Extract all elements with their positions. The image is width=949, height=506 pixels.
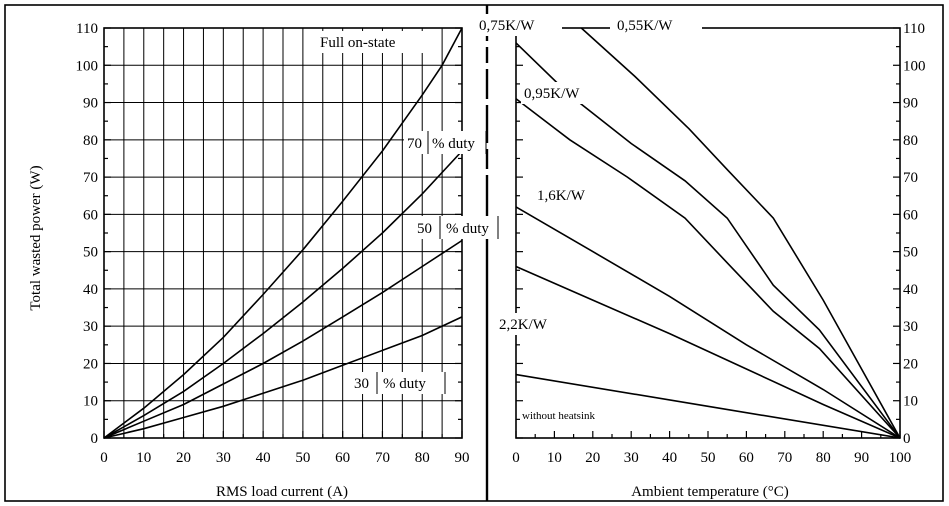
left-series-line-2: [103, 150, 463, 439]
right-y-tick-label: 40: [903, 282, 918, 298]
left-y-axis-title: Total wasted power (W): [28, 165, 44, 310]
right-y-tick-label: 90: [903, 96, 918, 112]
left-x-tick-label: 70: [375, 450, 390, 466]
right-x-tick-label: 50: [701, 450, 716, 466]
right-y-tick-label: 10: [903, 394, 918, 410]
right-y-tick-label: 20: [903, 356, 918, 372]
right-x-tick-label: 10: [547, 450, 562, 466]
k075-label-bg: [476, 14, 562, 36]
left-x-tick-label: 40: [256, 450, 271, 466]
left-y-tick-label: 50: [83, 245, 98, 261]
left-x-axis-title: RMS load current (A): [216, 484, 348, 500]
full-on-state-label: Full on-state: [320, 35, 396, 51]
left-y-tick-label: 60: [83, 207, 98, 223]
right-x-tick-label: 60: [739, 450, 754, 466]
left-x-tick-label: 60: [335, 450, 350, 466]
right-y-tick-label: 30: [903, 319, 918, 335]
left-y-tick-label: 20: [83, 356, 98, 372]
right-y-tick-label: 50: [903, 245, 918, 261]
right-y-tick-label: 100: [903, 58, 926, 74]
right-x-tick-label: 30: [624, 450, 639, 466]
duty-30-number: 30: [354, 376, 369, 392]
right-x-tick-label: 40: [662, 450, 677, 466]
right-y-tick-label: 70: [903, 170, 918, 186]
right-series-line-6: [515, 373, 901, 439]
left-y-tick-label: 110: [76, 21, 98, 37]
duty-70-text: % duty: [432, 136, 475, 152]
left-y-tick-label: 70: [83, 170, 98, 186]
right-y-tick-label: 80: [903, 133, 918, 149]
right-y-tick-label: 0: [903, 431, 911, 447]
left-y-tick-label: 40: [83, 282, 98, 298]
chart-series: [103, 27, 901, 439]
right-x-axis-title: Ambient temperature (°C): [631, 484, 789, 500]
right-series-line-5: [515, 265, 901, 439]
outer-frame: [4, 4, 944, 502]
right-y-tick-label: 110: [903, 21, 925, 37]
left-y-tick-label: 0: [91, 431, 99, 447]
duty-30-label-bg: [350, 372, 445, 394]
left-x-tick-label: 90: [455, 450, 470, 466]
right-series-line-1: [580, 27, 901, 439]
right-series-line-4: [515, 206, 901, 439]
right-y-tick-label: 60: [903, 207, 918, 223]
duty-50-label-bg: [414, 216, 498, 239]
duty-70-label-bg: [404, 131, 486, 154]
k22-label: 2,2K/W: [499, 317, 548, 333]
without-heatsink-label: without heatsink: [522, 410, 596, 422]
right-series-line-3: [515, 98, 901, 439]
right-x-tick-label: 80: [816, 450, 831, 466]
duty-70-number: 70: [407, 136, 422, 152]
left-series-line-4: [103, 316, 463, 439]
right-x-tick-label: 0: [512, 450, 520, 466]
k055-label-bg: [610, 14, 702, 36]
left-x-tick-label: 0: [100, 450, 108, 466]
k16-label: 1,6K/W: [537, 188, 586, 204]
left-x-tick-label: 80: [415, 450, 430, 466]
left-chart-gridlines: [104, 28, 462, 438]
left-series-line-1: [103, 27, 463, 439]
chart-frames: [4, 4, 944, 502]
right-x-tick-label: 100: [889, 450, 912, 466]
left-y-tick-label: 80: [83, 133, 98, 149]
left-x-tick-label: 50: [295, 450, 310, 466]
left-series-line-3: [103, 239, 463, 439]
right-x-tick-label: 90: [854, 450, 869, 466]
k055-label: 0,55K/W: [617, 18, 673, 34]
left-y-tick-label: 30: [83, 319, 98, 335]
k075-label: 0,75K/W: [479, 18, 535, 34]
left-y-tick-label: 10: [83, 394, 98, 410]
left-x-tick-label: 30: [216, 450, 231, 466]
right-x-tick-label: 20: [585, 450, 600, 466]
full-on-state-label-bg: [316, 31, 428, 53]
k095-label: 0,95K/W: [524, 86, 580, 102]
k16-label-bg: [534, 184, 604, 206]
duty-30-text: % duty: [383, 376, 426, 392]
left-x-tick-label: 10: [136, 450, 151, 466]
left-y-tick-label: 90: [83, 96, 98, 112]
k095-label-bg: [521, 82, 605, 104]
right-x-tick-label: 70: [777, 450, 792, 466]
k22-label-bg: [497, 313, 563, 335]
duty-50-number: 50: [417, 221, 432, 237]
left-y-tick-label: 100: [76, 58, 99, 74]
duty-50-text: % duty: [446, 221, 489, 237]
left-x-tick-label: 20: [176, 450, 191, 466]
